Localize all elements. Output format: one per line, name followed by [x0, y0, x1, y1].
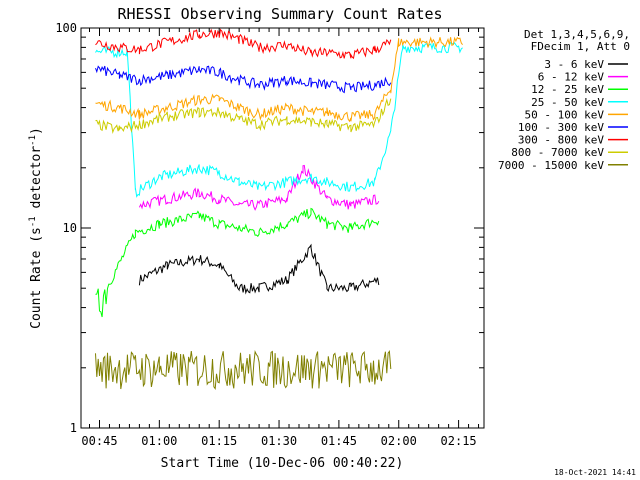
legend-label: 6 - 12 keV [538, 71, 605, 84]
y-axis-label-sup1: -1 [28, 216, 38, 227]
legend-label: 7000 - 15000 keV [498, 159, 604, 172]
x-tick-label: 02:15 [441, 434, 477, 448]
series-line [95, 28, 392, 60]
x-axis-label: Start Time (10-Dec-06 00:40:22) [161, 456, 404, 471]
series-line [95, 36, 463, 123]
legend-label: 100 - 300 keV [518, 121, 604, 134]
x-tick-label: 01:30 [261, 434, 297, 448]
y-axis-label-c: detector [29, 146, 44, 217]
x-tick-label: 00:45 [81, 434, 117, 448]
chart-title: RHESSI Observing Summary Count Rates [117, 5, 442, 23]
y-tick-label: 10 [63, 221, 77, 235]
legend-label: 300 - 800 keV [518, 134, 604, 147]
y-axis-label-e: ) [29, 127, 44, 135]
y-axis-label-sup2: -1 [28, 135, 38, 146]
y-tick-label: 1 [70, 421, 77, 435]
legend-header: FDecim 1, Att 0 [531, 40, 630, 53]
series-line [95, 41, 463, 198]
series-line [95, 207, 380, 318]
x-tick-label: 02:00 [381, 434, 417, 448]
legend-label: 25 - 50 keV [531, 96, 604, 109]
series-line [138, 243, 380, 295]
x-axis-ticks: 00:45 01:00 01:15 01:30 01:45 02:00 02:15 [81, 28, 480, 448]
footer-timestamp: 18-Oct-2021 14:41 [554, 468, 636, 477]
series-line [95, 350, 392, 390]
legend-label: 800 - 7000 keV [511, 146, 604, 159]
x-tick-label: 01:15 [201, 434, 237, 448]
legend-label: 50 - 100 keV [525, 108, 605, 121]
x-tick-label: 01:00 [141, 434, 177, 448]
legend: Det 1,3,4,5,6,9,FDecim 1, Att 0 3 - 6 keV… [498, 28, 630, 172]
legend-header: Det 1,3,4,5,6,9, [524, 28, 630, 41]
series-line [95, 65, 392, 94]
y-axis-label-a: Count Rate (s [29, 227, 44, 329]
y-axis-label: Count Rate (s-1 detector-1) [28, 127, 44, 329]
legend-label: 12 - 25 keV [531, 83, 604, 96]
series-line [95, 97, 392, 134]
series-line [138, 164, 380, 211]
legend-label: 3 - 6 keV [544, 58, 604, 71]
y-tick-label: 100 [55, 21, 77, 35]
series-layer [95, 28, 463, 390]
x-tick-label: 01:45 [321, 434, 357, 448]
